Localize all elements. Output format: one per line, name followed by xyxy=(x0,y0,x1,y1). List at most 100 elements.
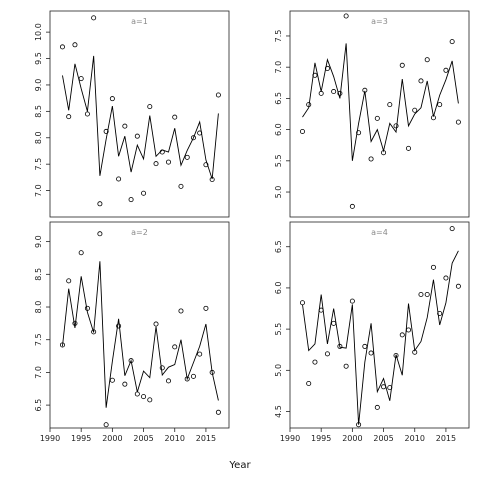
data-point xyxy=(103,422,109,428)
panel-a4: a=4 4.5 5.0 5.5 6.0 6.5 1990 1995 2000 2005 2010 20… xyxy=(274,221,470,443)
data-point xyxy=(166,378,172,384)
x-tick-label: 1990 xyxy=(40,434,60,443)
y-tick-label: 9.0 xyxy=(34,235,43,248)
panel-frame xyxy=(49,221,230,429)
panel-a1: a=1 7.0 7.5 8.0 8.5 9.0 9.5 10.0 xyxy=(34,10,230,218)
y-tick-label: 9.0 xyxy=(34,79,43,92)
panel-frame xyxy=(289,10,470,218)
data-point xyxy=(109,96,115,102)
data-point xyxy=(343,363,349,369)
data-point xyxy=(406,145,412,151)
data-point xyxy=(159,365,165,371)
data-point xyxy=(172,114,178,120)
y-tick-label: 6.5 xyxy=(274,92,283,105)
y-tick-label: 6.5 xyxy=(274,240,283,253)
data-point xyxy=(141,190,147,196)
data-point xyxy=(134,133,140,139)
data-point xyxy=(306,381,312,387)
data-point xyxy=(418,292,424,298)
data-point xyxy=(215,92,221,98)
data-point xyxy=(84,111,90,117)
y-tick-label: 6.0 xyxy=(274,282,283,295)
y-tick-label: 4.5 xyxy=(274,405,283,418)
y-tick-label: 5.5 xyxy=(274,323,283,336)
fitted-line xyxy=(302,43,459,161)
data-point xyxy=(109,377,115,383)
data-point xyxy=(430,264,436,270)
y-tick-label: 9.5 xyxy=(34,52,43,65)
x-tick-label: 2010 xyxy=(165,434,185,443)
x-tick-label: 2015 xyxy=(196,434,216,443)
data-point xyxy=(72,42,78,48)
panel-title: a=2 xyxy=(131,228,148,237)
data-point xyxy=(147,104,153,110)
data-point xyxy=(374,115,380,121)
data-point xyxy=(449,39,455,45)
data-point xyxy=(362,343,368,349)
data-point xyxy=(66,278,72,284)
data-point xyxy=(78,250,84,256)
y-tick-label: 5.0 xyxy=(274,186,283,199)
data-point xyxy=(455,283,461,289)
x-tick-label: 1995 xyxy=(311,434,331,443)
fitted-line xyxy=(62,55,219,180)
data-point xyxy=(299,128,305,134)
panel-frame xyxy=(289,221,470,429)
data-point xyxy=(331,320,337,326)
data-point xyxy=(66,114,72,120)
panel-frame xyxy=(49,10,230,218)
y-tick-label: 7.5 xyxy=(274,30,283,43)
panel-title: a=3 xyxy=(371,17,388,26)
x-tick-label: 2000 xyxy=(102,434,122,443)
y-tick-label: 10.0 xyxy=(34,23,43,41)
y-tick-label: 7.0 xyxy=(274,61,283,74)
data-point xyxy=(368,350,374,356)
data-point xyxy=(116,176,122,182)
panel-title: a=1 xyxy=(131,17,148,26)
data-point xyxy=(399,62,405,68)
data-point xyxy=(318,90,324,96)
data-point xyxy=(190,135,196,141)
y-tick-label: 5.5 xyxy=(274,154,283,167)
data-point xyxy=(424,292,430,298)
data-point xyxy=(128,197,134,203)
data-point xyxy=(147,397,153,403)
data-point xyxy=(437,102,443,108)
y-tick-label: 5.0 xyxy=(274,364,283,377)
data-point xyxy=(178,308,184,314)
data-point xyxy=(97,231,103,237)
y-tick-label: 7.0 xyxy=(34,184,43,197)
data-point xyxy=(299,300,305,306)
panel-a3: a=3 5.0 5.5 6.0 6.5 7.0 7.5 xyxy=(274,10,470,218)
data-point xyxy=(424,57,430,63)
data-point xyxy=(203,305,209,311)
data-point xyxy=(312,359,318,365)
data-point xyxy=(184,154,190,160)
x-tick-label: 2005 xyxy=(373,434,393,443)
y-tick-label: 6.5 xyxy=(34,399,43,412)
y-tick-label: 8.0 xyxy=(34,131,43,144)
data-point xyxy=(134,391,140,397)
data-point xyxy=(368,156,374,162)
x-tick-label: 2000 xyxy=(342,434,362,443)
data-point xyxy=(215,409,221,415)
data-point xyxy=(437,310,443,316)
data-point xyxy=(59,44,65,50)
data-point xyxy=(455,119,461,125)
data-point xyxy=(97,201,103,207)
data-point xyxy=(91,15,97,21)
data-point xyxy=(153,321,159,327)
data-point xyxy=(343,13,349,19)
y-tick-label: 8.0 xyxy=(34,301,43,314)
x-tick-label: 2005 xyxy=(133,434,153,443)
data-point xyxy=(418,78,424,84)
x-axis-label: Year xyxy=(228,460,251,471)
data-point xyxy=(412,107,418,113)
data-point xyxy=(324,351,330,357)
y-tick-label: 7.5 xyxy=(34,158,43,171)
data-point xyxy=(337,343,343,349)
x-tick-label: 2015 xyxy=(436,434,456,443)
data-point xyxy=(203,162,209,168)
data-point xyxy=(141,394,147,400)
